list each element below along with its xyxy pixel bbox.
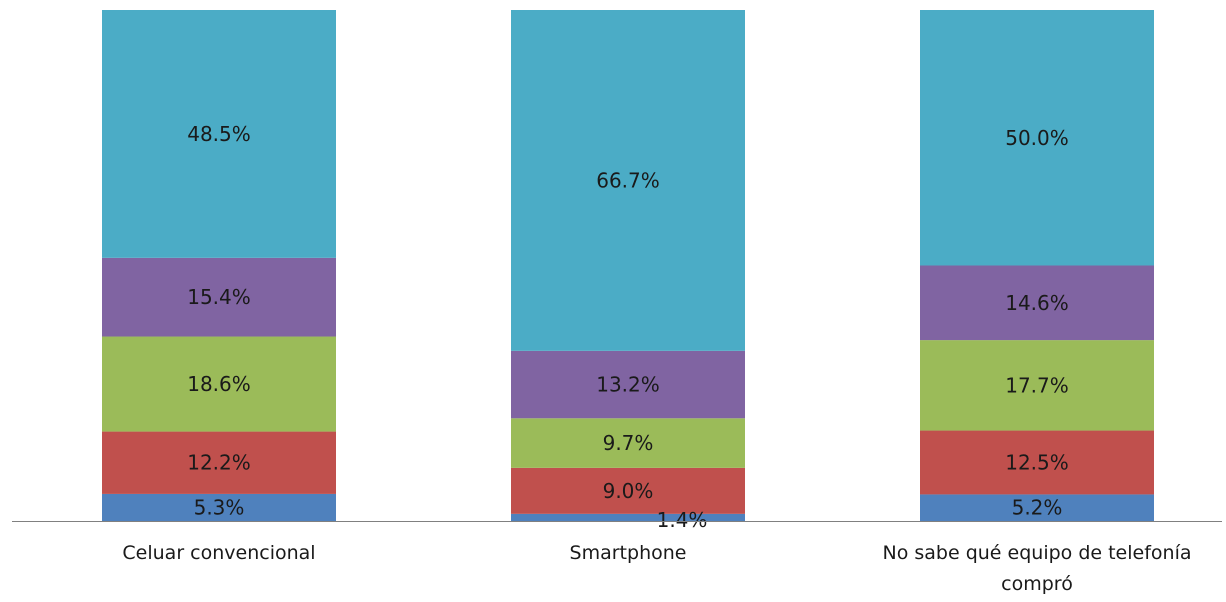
bar-segment [511,513,745,521]
bar-segment [102,257,336,337]
bar-segment [920,340,1154,431]
category-label: compró [1001,573,1073,595]
category-label: Celuar convencional [122,542,315,564]
bar-segment [102,431,336,494]
bar-segment [511,10,745,351]
category-label: Smartphone [570,542,687,564]
bar-segment [511,467,745,514]
data-label: 5.3% [194,495,245,519]
data-label: 1.4% [657,508,708,532]
data-label: 12.5% [1005,450,1069,474]
bar-segment [920,10,1154,266]
category-label: No sabe qué equipo de telefonía [882,542,1191,564]
data-label: 48.5% [187,122,251,146]
data-label: 5.2% [1012,496,1063,520]
bar-segment [920,430,1154,495]
data-labels: 5.3% 12.2% 18.6% 15.4% 48.5% 1.4%9.0% 9.7% 13.2… [187,122,1069,532]
data-label: 17.7% [1005,373,1069,397]
bar-segment [920,265,1154,341]
data-label: 9.0% [603,479,654,503]
data-label: 12.2% [187,451,251,475]
bar-segment [102,336,336,432]
bar-segment [511,350,745,419]
data-label: 13.2% [596,373,660,397]
bar-segment [920,494,1154,521]
bar-segment [102,493,336,521]
bar-segment [102,10,336,258]
bar-segments [102,10,1154,521]
data-label: 14.6% [1005,291,1069,315]
data-label: 50.0% [1005,126,1069,150]
data-label: 15.4% [187,285,251,309]
data-label: 66.7% [596,168,660,192]
data-label: 18.6% [187,372,251,396]
data-label: 9.7% [603,431,654,455]
category-labels: Celuar convencional Smartphone No sabe qué… [122,542,1191,595]
bar-segment [511,418,745,468]
